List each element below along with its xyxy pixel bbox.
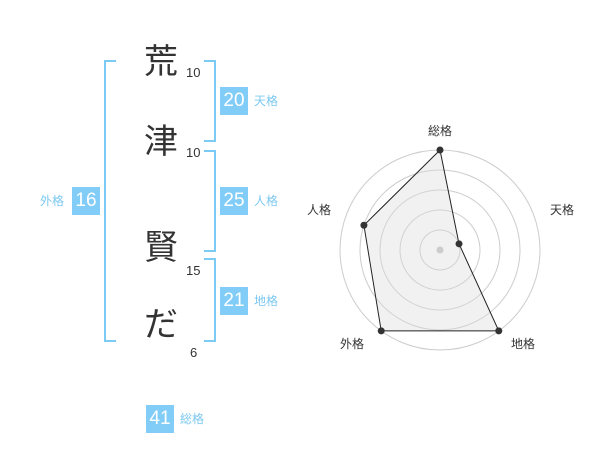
- stroke-count-1: 10: [186, 65, 201, 80]
- jinkaku-label: 人格: [254, 194, 279, 208]
- stroke-count-2: 10: [186, 145, 201, 160]
- radar-center: [436, 246, 444, 254]
- tenkaku-value: 20: [220, 87, 248, 115]
- radar-label-soukaku: 総格: [428, 124, 453, 138]
- radar-point: [495, 327, 503, 335]
- name-char-4: だ: [144, 305, 178, 345]
- name-char-2: 津: [144, 122, 178, 162]
- soukaku-label: 総格: [180, 412, 205, 426]
- name-char-3: 賢: [144, 228, 178, 268]
- chikaku-label: 地格: [254, 294, 279, 308]
- jinkaku-value: 25: [220, 187, 248, 215]
- tenkaku-label: 天格: [254, 94, 279, 108]
- gaikaku-label: 外格: [40, 194, 65, 208]
- name-char-1: 荒: [144, 42, 178, 82]
- radar-label-jinkaku: 人格: [307, 203, 332, 217]
- radar-ring: [379, 189, 501, 311]
- gaikaku-bracket: [104, 60, 116, 342]
- tenkaku-bracket: [204, 60, 216, 142]
- jinkaku-bracket: [204, 150, 216, 252]
- radar-point: [455, 240, 463, 248]
- chikaku-bracket: [204, 258, 216, 342]
- radar-point: [360, 221, 368, 229]
- gaikaku-value: 16: [72, 187, 100, 215]
- radar-label-tenkaku: 天格: [550, 203, 575, 217]
- radar-area: [363, 148, 500, 332]
- chikaku-value: 21: [220, 287, 248, 315]
- radar-label-gaikaku: 外格: [340, 337, 365, 351]
- radar-ring: [399, 209, 481, 291]
- radar-ring: [359, 169, 521, 331]
- soukaku-value: 41: [146, 405, 174, 433]
- stroke-count-3: 15: [186, 263, 201, 278]
- radar-label-chikaku: 地格: [511, 337, 536, 351]
- stroke-count-4: 6: [190, 345, 198, 360]
- radar-ring: [419, 229, 461, 271]
- radar-point: [377, 327, 385, 335]
- radar-point: [436, 146, 444, 154]
